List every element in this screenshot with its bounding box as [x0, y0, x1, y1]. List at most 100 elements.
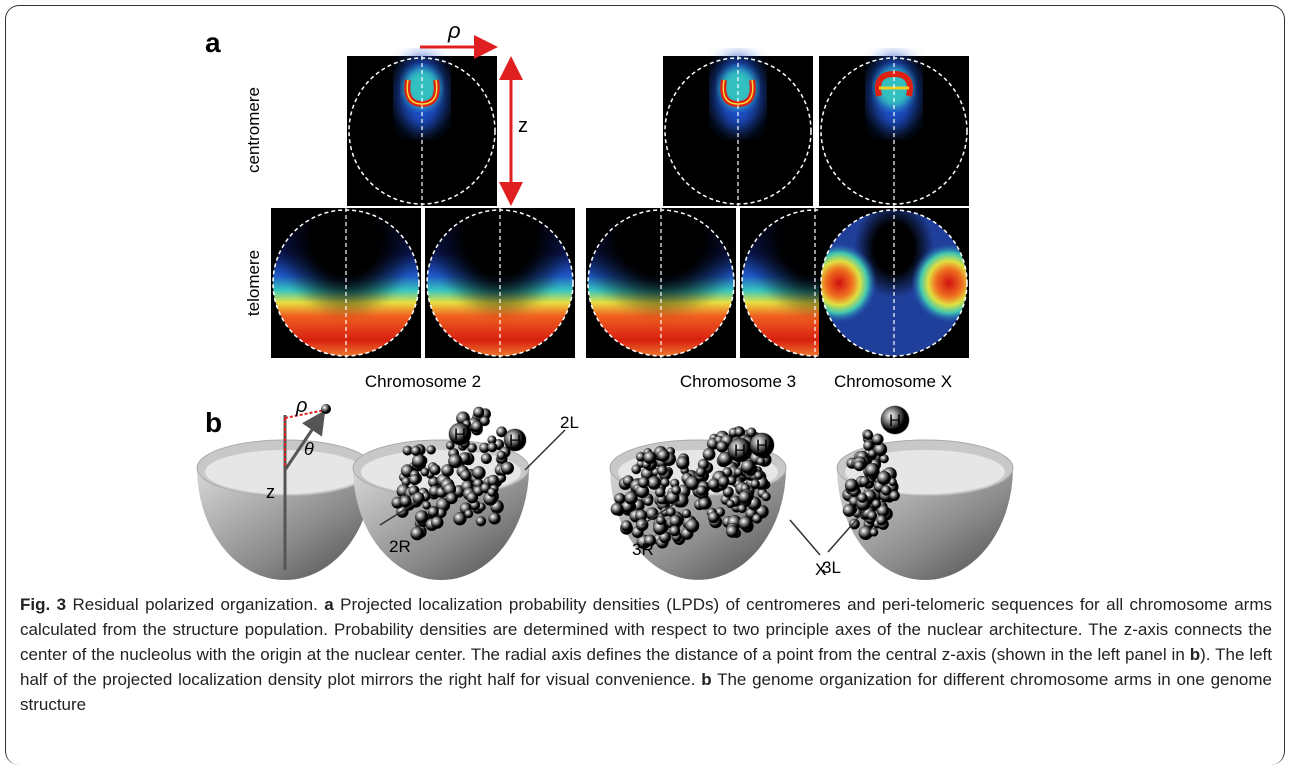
bead	[735, 427, 744, 436]
leader	[790, 520, 820, 555]
density-plot	[819, 56, 969, 206]
bead	[473, 407, 484, 418]
theta-label: θ	[304, 439, 314, 459]
z-label: z	[518, 115, 528, 137]
bead	[460, 470, 471, 481]
panel-label: b	[205, 407, 222, 438]
caption-fig-label: Fig. 3	[20, 595, 66, 614]
bead	[718, 476, 729, 487]
bead	[487, 442, 497, 452]
bead	[708, 512, 719, 523]
figure-caption: Fig. 3 Residual polarized organization. …	[20, 592, 1272, 717]
bead	[501, 462, 514, 475]
bead	[843, 504, 856, 517]
bead	[621, 520, 632, 531]
point	[321, 404, 331, 414]
bead	[413, 492, 425, 504]
bead	[872, 434, 883, 445]
bead	[762, 492, 771, 501]
bead	[400, 496, 412, 508]
column-label: Chromosome X	[834, 372, 952, 391]
rho-label: ρ	[447, 18, 461, 43]
leader	[525, 430, 565, 470]
bead	[703, 448, 716, 461]
bead	[412, 454, 426, 468]
bead	[671, 485, 681, 495]
bead	[430, 464, 441, 475]
density-blob	[911, 243, 987, 323]
bead	[752, 514, 762, 524]
bead	[431, 516, 443, 528]
row-label: centromere	[244, 87, 263, 173]
bead	[864, 431, 873, 440]
bead	[738, 504, 747, 513]
bead	[476, 516, 486, 526]
bead	[471, 421, 483, 433]
bead	[865, 463, 879, 477]
bead	[757, 457, 765, 465]
bead	[631, 465, 641, 475]
bead	[661, 478, 670, 487]
bead	[863, 440, 873, 450]
bead-label: H	[734, 441, 746, 460]
bead	[472, 466, 485, 479]
bead	[489, 512, 501, 524]
bead	[754, 471, 763, 480]
bead	[845, 479, 858, 492]
bead	[421, 468, 430, 477]
z-label: z	[266, 482, 275, 502]
bead	[708, 478, 720, 490]
bead	[870, 528, 878, 536]
bead	[448, 454, 462, 468]
bead	[657, 449, 670, 462]
caption-ref: b	[1190, 645, 1200, 664]
bead	[751, 479, 760, 488]
bead	[726, 500, 734, 508]
caption-part-label: b	[701, 670, 711, 689]
bead	[446, 492, 458, 504]
caption-part-label: a	[324, 595, 333, 614]
bead	[867, 511, 877, 521]
bead	[726, 525, 739, 538]
bead	[415, 510, 428, 523]
bead	[696, 467, 706, 477]
bead	[857, 493, 867, 503]
bead-label: H	[454, 425, 466, 444]
density-plot	[663, 56, 813, 206]
bead	[876, 515, 887, 526]
bead	[682, 509, 691, 518]
bead	[739, 516, 753, 530]
bead	[877, 471, 891, 485]
bead	[716, 441, 727, 452]
bead-label: H	[889, 411, 901, 430]
rho-label: ρ	[295, 395, 307, 417]
bead	[872, 499, 881, 508]
bead	[611, 503, 624, 516]
column-label: Chromosome 2	[365, 372, 481, 391]
structure-renders: ρθzHH2R2LHH3R3LHX	[197, 395, 1013, 580]
bead	[481, 453, 492, 464]
column-label: Chromosome 3	[680, 372, 796, 391]
bead	[625, 491, 638, 504]
panel-label: a	[205, 27, 221, 58]
bead	[427, 445, 436, 454]
bead	[698, 498, 710, 510]
arm-label: X	[815, 560, 826, 579]
bead	[411, 446, 421, 456]
density-plot	[801, 198, 987, 358]
bead	[696, 485, 706, 495]
bead	[676, 456, 689, 469]
density-plots	[271, 56, 987, 358]
bead	[854, 461, 865, 472]
arm-label: 2R	[389, 537, 411, 556]
bead	[614, 493, 625, 504]
bead	[657, 465, 667, 475]
bead	[859, 476, 869, 486]
bead	[881, 485, 891, 495]
bead	[738, 491, 751, 504]
bead	[487, 488, 496, 497]
density-plot	[347, 56, 497, 206]
bead	[669, 525, 680, 536]
bead	[638, 477, 649, 488]
arm-label: 3R	[632, 540, 654, 559]
